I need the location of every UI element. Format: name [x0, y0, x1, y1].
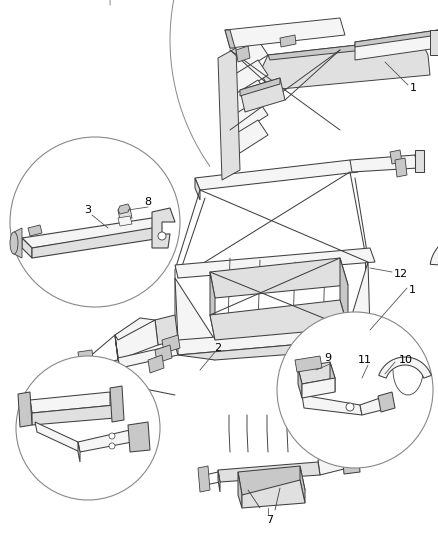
- Polygon shape: [195, 160, 358, 190]
- Polygon shape: [218, 470, 220, 492]
- Polygon shape: [218, 48, 240, 180]
- Polygon shape: [298, 368, 302, 398]
- Polygon shape: [342, 450, 360, 474]
- Polygon shape: [32, 228, 162, 258]
- Polygon shape: [222, 60, 268, 98]
- Polygon shape: [118, 208, 132, 220]
- Polygon shape: [110, 392, 115, 418]
- Polygon shape: [175, 248, 375, 278]
- Text: 10: 10: [399, 355, 413, 365]
- Polygon shape: [268, 38, 420, 60]
- Polygon shape: [390, 150, 402, 164]
- Polygon shape: [240, 78, 285, 112]
- Polygon shape: [175, 278, 215, 360]
- Polygon shape: [238, 466, 305, 495]
- Circle shape: [277, 312, 433, 468]
- Text: 2: 2: [215, 343, 222, 353]
- Text: 8: 8: [145, 197, 152, 207]
- Polygon shape: [340, 258, 348, 328]
- Polygon shape: [350, 155, 418, 172]
- Circle shape: [109, 443, 115, 449]
- Polygon shape: [110, 386, 124, 422]
- Polygon shape: [280, 35, 296, 47]
- Polygon shape: [148, 355, 164, 373]
- Polygon shape: [35, 422, 80, 452]
- Polygon shape: [210, 300, 348, 340]
- Text: 11: 11: [358, 355, 372, 365]
- Text: 3: 3: [85, 205, 92, 215]
- Polygon shape: [430, 30, 438, 55]
- Polygon shape: [300, 466, 305, 503]
- Text: 12: 12: [394, 269, 408, 279]
- Polygon shape: [22, 218, 162, 248]
- Circle shape: [109, 433, 115, 439]
- Polygon shape: [222, 120, 268, 158]
- Polygon shape: [128, 422, 150, 452]
- Polygon shape: [78, 430, 132, 452]
- Polygon shape: [115, 335, 120, 368]
- Polygon shape: [198, 466, 210, 492]
- Text: 1: 1: [409, 285, 416, 295]
- Polygon shape: [225, 30, 235, 48]
- Polygon shape: [115, 320, 158, 360]
- Polygon shape: [178, 338, 370, 360]
- Polygon shape: [236, 46, 250, 62]
- Polygon shape: [30, 400, 32, 425]
- Polygon shape: [32, 405, 115, 425]
- Polygon shape: [210, 272, 215, 340]
- Text: 1: 1: [410, 83, 417, 93]
- Circle shape: [10, 137, 180, 307]
- Polygon shape: [118, 216, 132, 226]
- Polygon shape: [430, 226, 438, 265]
- Polygon shape: [379, 357, 431, 378]
- Polygon shape: [298, 362, 335, 384]
- Polygon shape: [78, 350, 94, 370]
- Circle shape: [158, 232, 166, 240]
- Polygon shape: [210, 258, 348, 298]
- Polygon shape: [115, 318, 155, 340]
- Text: 9: 9: [325, 353, 332, 363]
- Polygon shape: [162, 335, 180, 353]
- Polygon shape: [355, 30, 438, 60]
- Polygon shape: [14, 228, 22, 258]
- Polygon shape: [195, 178, 200, 200]
- Polygon shape: [395, 158, 407, 177]
- Polygon shape: [18, 392, 32, 427]
- Polygon shape: [240, 78, 280, 96]
- Polygon shape: [222, 80, 268, 118]
- Polygon shape: [178, 325, 370, 355]
- Polygon shape: [415, 150, 424, 172]
- Polygon shape: [225, 18, 345, 48]
- Polygon shape: [28, 225, 42, 236]
- Polygon shape: [30, 392, 115, 413]
- Polygon shape: [118, 345, 178, 368]
- Polygon shape: [238, 472, 242, 508]
- Polygon shape: [260, 38, 430, 90]
- Polygon shape: [415, 155, 420, 168]
- Polygon shape: [355, 30, 438, 47]
- Polygon shape: [302, 378, 335, 398]
- Polygon shape: [155, 345, 172, 363]
- Polygon shape: [360, 398, 382, 415]
- Text: 7: 7: [266, 515, 274, 525]
- Polygon shape: [348, 262, 370, 350]
- Polygon shape: [222, 40, 268, 78]
- Polygon shape: [302, 395, 362, 415]
- Circle shape: [16, 356, 160, 500]
- Polygon shape: [118, 204, 130, 214]
- Polygon shape: [378, 392, 395, 412]
- Polygon shape: [155, 315, 178, 345]
- Polygon shape: [22, 238, 32, 258]
- Polygon shape: [330, 362, 335, 392]
- Polygon shape: [222, 100, 268, 138]
- Circle shape: [346, 403, 354, 411]
- Polygon shape: [295, 356, 322, 372]
- Polygon shape: [218, 462, 320, 482]
- Polygon shape: [242, 480, 305, 508]
- Ellipse shape: [10, 232, 18, 254]
- Polygon shape: [152, 208, 175, 248]
- Polygon shape: [78, 442, 80, 462]
- Polygon shape: [318, 455, 348, 475]
